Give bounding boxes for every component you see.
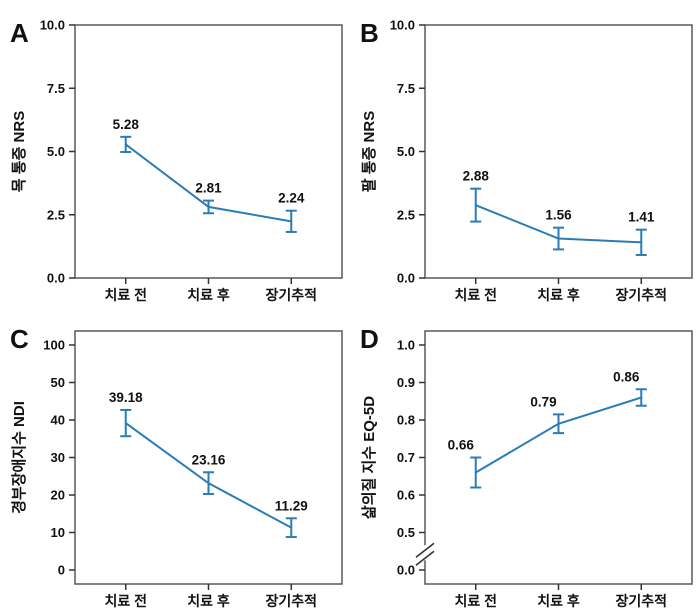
y-tick-label: 5.0: [397, 144, 415, 159]
series-line: [474, 396, 643, 474]
x-tick-label: 치료 전: [454, 593, 497, 609]
data-point-label: 23.16: [192, 452, 226, 467]
y-tick-label: 10: [51, 525, 65, 540]
x-tick-label: 치료 후: [537, 287, 580, 303]
y-tick-label: 0.0: [397, 563, 415, 578]
x-tick-label: 치료 후: [537, 593, 580, 609]
y-tick-label: 40: [51, 413, 65, 428]
y-tick-label: 2.5: [47, 207, 65, 222]
panel-arm-pain-nrs: 0.0 2.5 5.0 7.5 10.0 치료 전 치료 후 장기추적 2.88 1.56 1.41…: [350, 0, 700, 305]
y-tick-label: 0.8: [397, 413, 415, 428]
axis-break-icon: [415, 550, 435, 566]
y-tick-label: 0.9: [397, 375, 415, 390]
y-tick-label: 100: [43, 338, 65, 353]
panel-canvas: 0 10 20 30 40 50 100 치료 전 치료 후 장기추적 39.18 23.16 11.2…: [10, 324, 343, 609]
data-point-label: 0.86: [613, 369, 640, 384]
y-tick-label: 7.5: [47, 81, 65, 96]
panel-letter: D: [360, 324, 379, 354]
data-point-label: 2.81: [195, 181, 222, 196]
panel-canvas: 0.0 2.5 5.0 7.5 10.0 치료 전 치료 후 장기추적 2.88 1.56 1.41…: [360, 18, 693, 303]
y-tick-label: 0.5: [397, 525, 415, 540]
data-point-label: 11.29: [275, 498, 308, 513]
panel-canvas: 0.0 2.5 5.0 7.5 10.0 치료 전 치료 후 장기추적 5.28 2.81 2.24…: [10, 18, 343, 303]
y-tick-label: 0.0: [47, 271, 65, 286]
axis-break-icon: [415, 542, 435, 558]
y-tick-label: 5.0: [47, 144, 65, 159]
x-tick-label: 장기추적: [616, 593, 668, 609]
data-point-label: 1.56: [545, 208, 572, 223]
y-tick-label: 2.5: [397, 207, 415, 222]
x-tick-label: 치료 후: [187, 593, 230, 609]
y-axis-label: 목 통증 NRS: [11, 111, 28, 192]
data-point-label: 1.41: [628, 210, 655, 225]
y-tick-label: 10.0: [390, 18, 415, 33]
y-tick-label: 7.5: [397, 81, 415, 96]
x-tick-label: 장기추적: [266, 287, 318, 303]
y-tick-label: 0.7: [397, 450, 415, 465]
plot-frame: [424, 330, 693, 585]
y-tick-label: 20: [51, 488, 65, 503]
axis-break-gap: [422, 545, 428, 561]
x-tick-label: 치료 후: [187, 287, 230, 303]
y-axis-label: 팔 통증 NRS: [360, 111, 378, 192]
data-point-label: 2.88: [463, 169, 490, 184]
y-tick-label: 10.0: [40, 18, 65, 33]
y-axis-label: 경부장애지수 NDI: [10, 401, 28, 514]
panel-letter: C: [10, 324, 29, 354]
data-point-label: 39.18: [109, 390, 143, 405]
panel-neck-pain-nrs: 0.0 2.5 5.0 7.5 10.0 치료 전 치료 후 장기추적 5.28 2.81 2.24…: [0, 0, 350, 305]
x-tick-label: 치료 전: [454, 287, 497, 303]
data-point-label: 2.24: [278, 191, 305, 206]
y-tick-label: 50: [51, 375, 65, 390]
y-axis-label: 삶의질 지수 EQ-5D: [360, 396, 378, 519]
panel-letter: B: [360, 18, 379, 48]
data-point-label: 0.66: [448, 438, 475, 453]
plot-frame: [74, 24, 343, 279]
y-tick-label: 0.0: [397, 271, 415, 286]
data-point-label: 0.79: [530, 394, 556, 409]
x-tick-label: 장기추적: [616, 287, 668, 303]
panel-eq5d: 0.0 0.5 0.6 0.7 0.8 0.9 1.0 치료 전 치료 후 장기추적 0.66 0.7…: [350, 306, 700, 611]
x-tick-label: 치료 전: [104, 287, 147, 303]
y-tick-label: 0: [58, 563, 65, 578]
panel-ndi: 0 10 20 30 40 50 100 치료 전 치료 후 장기추적 39.18 23.16 11.2…: [0, 306, 350, 611]
y-tick-label: 0.6: [397, 488, 415, 503]
x-tick-label: 장기추적: [266, 593, 318, 609]
y-tick-label: 30: [51, 450, 65, 465]
x-tick-label: 치료 전: [104, 593, 147, 609]
y-tick-label: 1.0: [397, 338, 415, 353]
panel-letter: A: [10, 18, 29, 48]
data-point-label: 5.28: [113, 117, 140, 132]
panel-canvas: 0.0 0.5 0.6 0.7 0.8 0.9 1.0 치료 전 치료 후 장기추적 0.66 0.7…: [360, 324, 693, 609]
